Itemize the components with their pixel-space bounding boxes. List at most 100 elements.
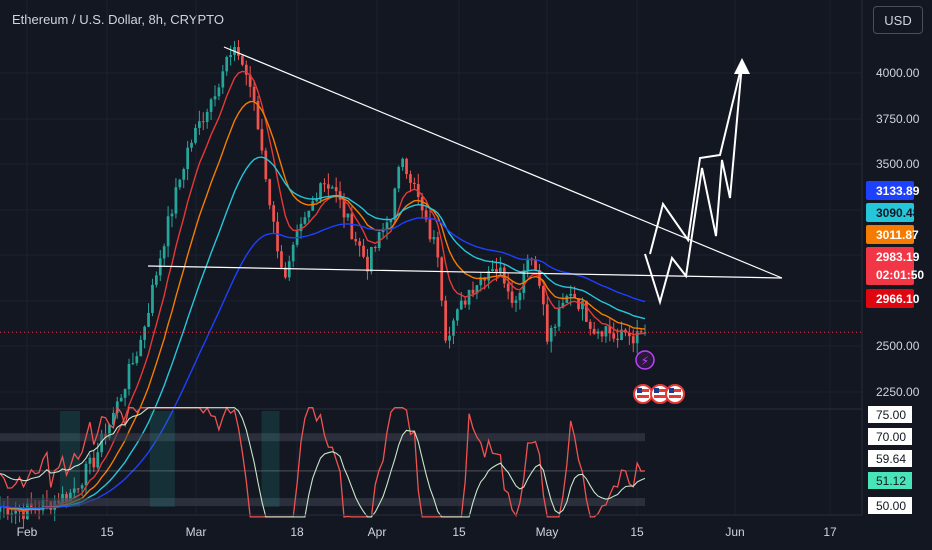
- rsi-axis-label: 75.00: [876, 408, 906, 422]
- candle-body: [69, 492, 72, 502]
- candle-body: [565, 295, 569, 303]
- candle-body: [221, 71, 225, 88]
- lower-trendline: [147, 265, 783, 279]
- candle-body: [18, 510, 21, 512]
- candle-body: [405, 158, 408, 175]
- candle-body: [0, 506, 2, 512]
- price-tag-label: 3133.89: [876, 184, 920, 198]
- ema-blue-line: [0, 216, 646, 509]
- candle-body: [241, 55, 244, 65]
- candle-body: [139, 339, 143, 357]
- candle-body: [135, 356, 139, 363]
- candle-body: [299, 223, 303, 232]
- price-tag-bg: [866, 225, 914, 244]
- event-markers[interactable]: ⚡: [633, 350, 685, 404]
- candle-body: [534, 260, 537, 271]
- candle-body: [303, 217, 307, 224]
- candle-body: [162, 246, 166, 259]
- candle-body: [100, 433, 103, 453]
- candle-body: [6, 506, 10, 516]
- candle-body: [272, 205, 275, 222]
- rsi-tag-bg: [868, 428, 912, 445]
- candle-body: [201, 121, 205, 123]
- candle-body: [194, 127, 197, 143]
- us-flag-stripe: [637, 395, 649, 398]
- candle-body: [76, 488, 80, 490]
- candle-body: [585, 300, 588, 322]
- candle-body: [80, 485, 84, 489]
- candle-body: [467, 289, 471, 305]
- candle-body: [260, 129, 264, 151]
- price-tag-bg: [866, 289, 914, 308]
- candle-body: [198, 121, 201, 128]
- candle-body: [217, 87, 221, 97]
- candle-body: [393, 188, 397, 220]
- candle-body: [604, 326, 608, 337]
- candle-body: [330, 187, 334, 189]
- candle-body: [158, 258, 162, 276]
- candle-body: [213, 96, 217, 100]
- candle-body: [14, 510, 17, 514]
- candle-body: [616, 338, 619, 341]
- time-tick-label: Jun: [725, 525, 744, 539]
- time-tick-label: 15: [452, 525, 466, 539]
- candle-body: [643, 332, 647, 334]
- candle-body: [291, 244, 295, 262]
- rsi-tag-bg: [868, 497, 912, 514]
- candle-body: [186, 147, 189, 170]
- candle-body: [628, 332, 631, 337]
- lightning-glyph: ⚡: [641, 354, 649, 368]
- candle-body: [409, 174, 412, 183]
- candle-body: [518, 292, 522, 301]
- rsi-shade: [149, 411, 175, 507]
- candle-body: [475, 285, 479, 294]
- candle-body: [487, 271, 490, 281]
- rsi-band-70: [0, 433, 645, 442]
- candle-body: [354, 239, 358, 242]
- candle-body: [72, 488, 76, 493]
- candle-body: [389, 219, 393, 223]
- candle-body: [373, 246, 377, 249]
- ema-teal-line: [0, 156, 646, 510]
- us-flag-event-icon: [633, 384, 653, 404]
- price-tag-label: 3090.48: [876, 206, 920, 220]
- candle-body: [573, 293, 576, 299]
- rsi-pane: [0, 406, 862, 518]
- candle-body: [264, 150, 268, 180]
- price-tag-label: 3011.87: [876, 228, 919, 242]
- candle-body: [424, 210, 428, 220]
- price-tick-label: 3500.00: [876, 157, 920, 171]
- price-tags: 3133.89 3090.48 3011.87 2983.19 02:01:50 2966…: [0, 181, 924, 333]
- rsi-ma-line: [0, 407, 646, 518]
- candle-body: [620, 329, 623, 341]
- candle-body: [639, 331, 643, 333]
- lightning-event-icon: [635, 350, 655, 370]
- candle-body: [256, 100, 260, 130]
- candle-body: [96, 452, 100, 468]
- ema-red-line: [0, 70, 646, 513]
- price-tag-bg: [866, 181, 914, 200]
- candle-body: [311, 201, 315, 211]
- rsi-axis-label: 70.00: [876, 430, 906, 444]
- candle-body: [65, 494, 68, 502]
- candle-body: [432, 237, 436, 240]
- candle-body: [334, 187, 338, 192]
- candle-body: [592, 328, 596, 334]
- time-tick-label: May: [536, 525, 559, 539]
- candle-body: [350, 213, 354, 240]
- time-tick-label: 17: [823, 525, 837, 539]
- candle-body: [307, 210, 311, 218]
- candle-body: [370, 246, 373, 272]
- time-tick-label: Mar: [186, 525, 207, 539]
- candle-body: [420, 196, 424, 211]
- candle-body: [248, 74, 252, 87]
- candle-body: [448, 335, 451, 341]
- candle-body: [143, 326, 146, 340]
- currency-button[interactable]: USD: [873, 6, 923, 34]
- rsi-shade: [261, 411, 280, 507]
- rsi-tag-bg: [868, 406, 912, 423]
- candle-body: [471, 289, 475, 294]
- candle-body: [155, 275, 158, 285]
